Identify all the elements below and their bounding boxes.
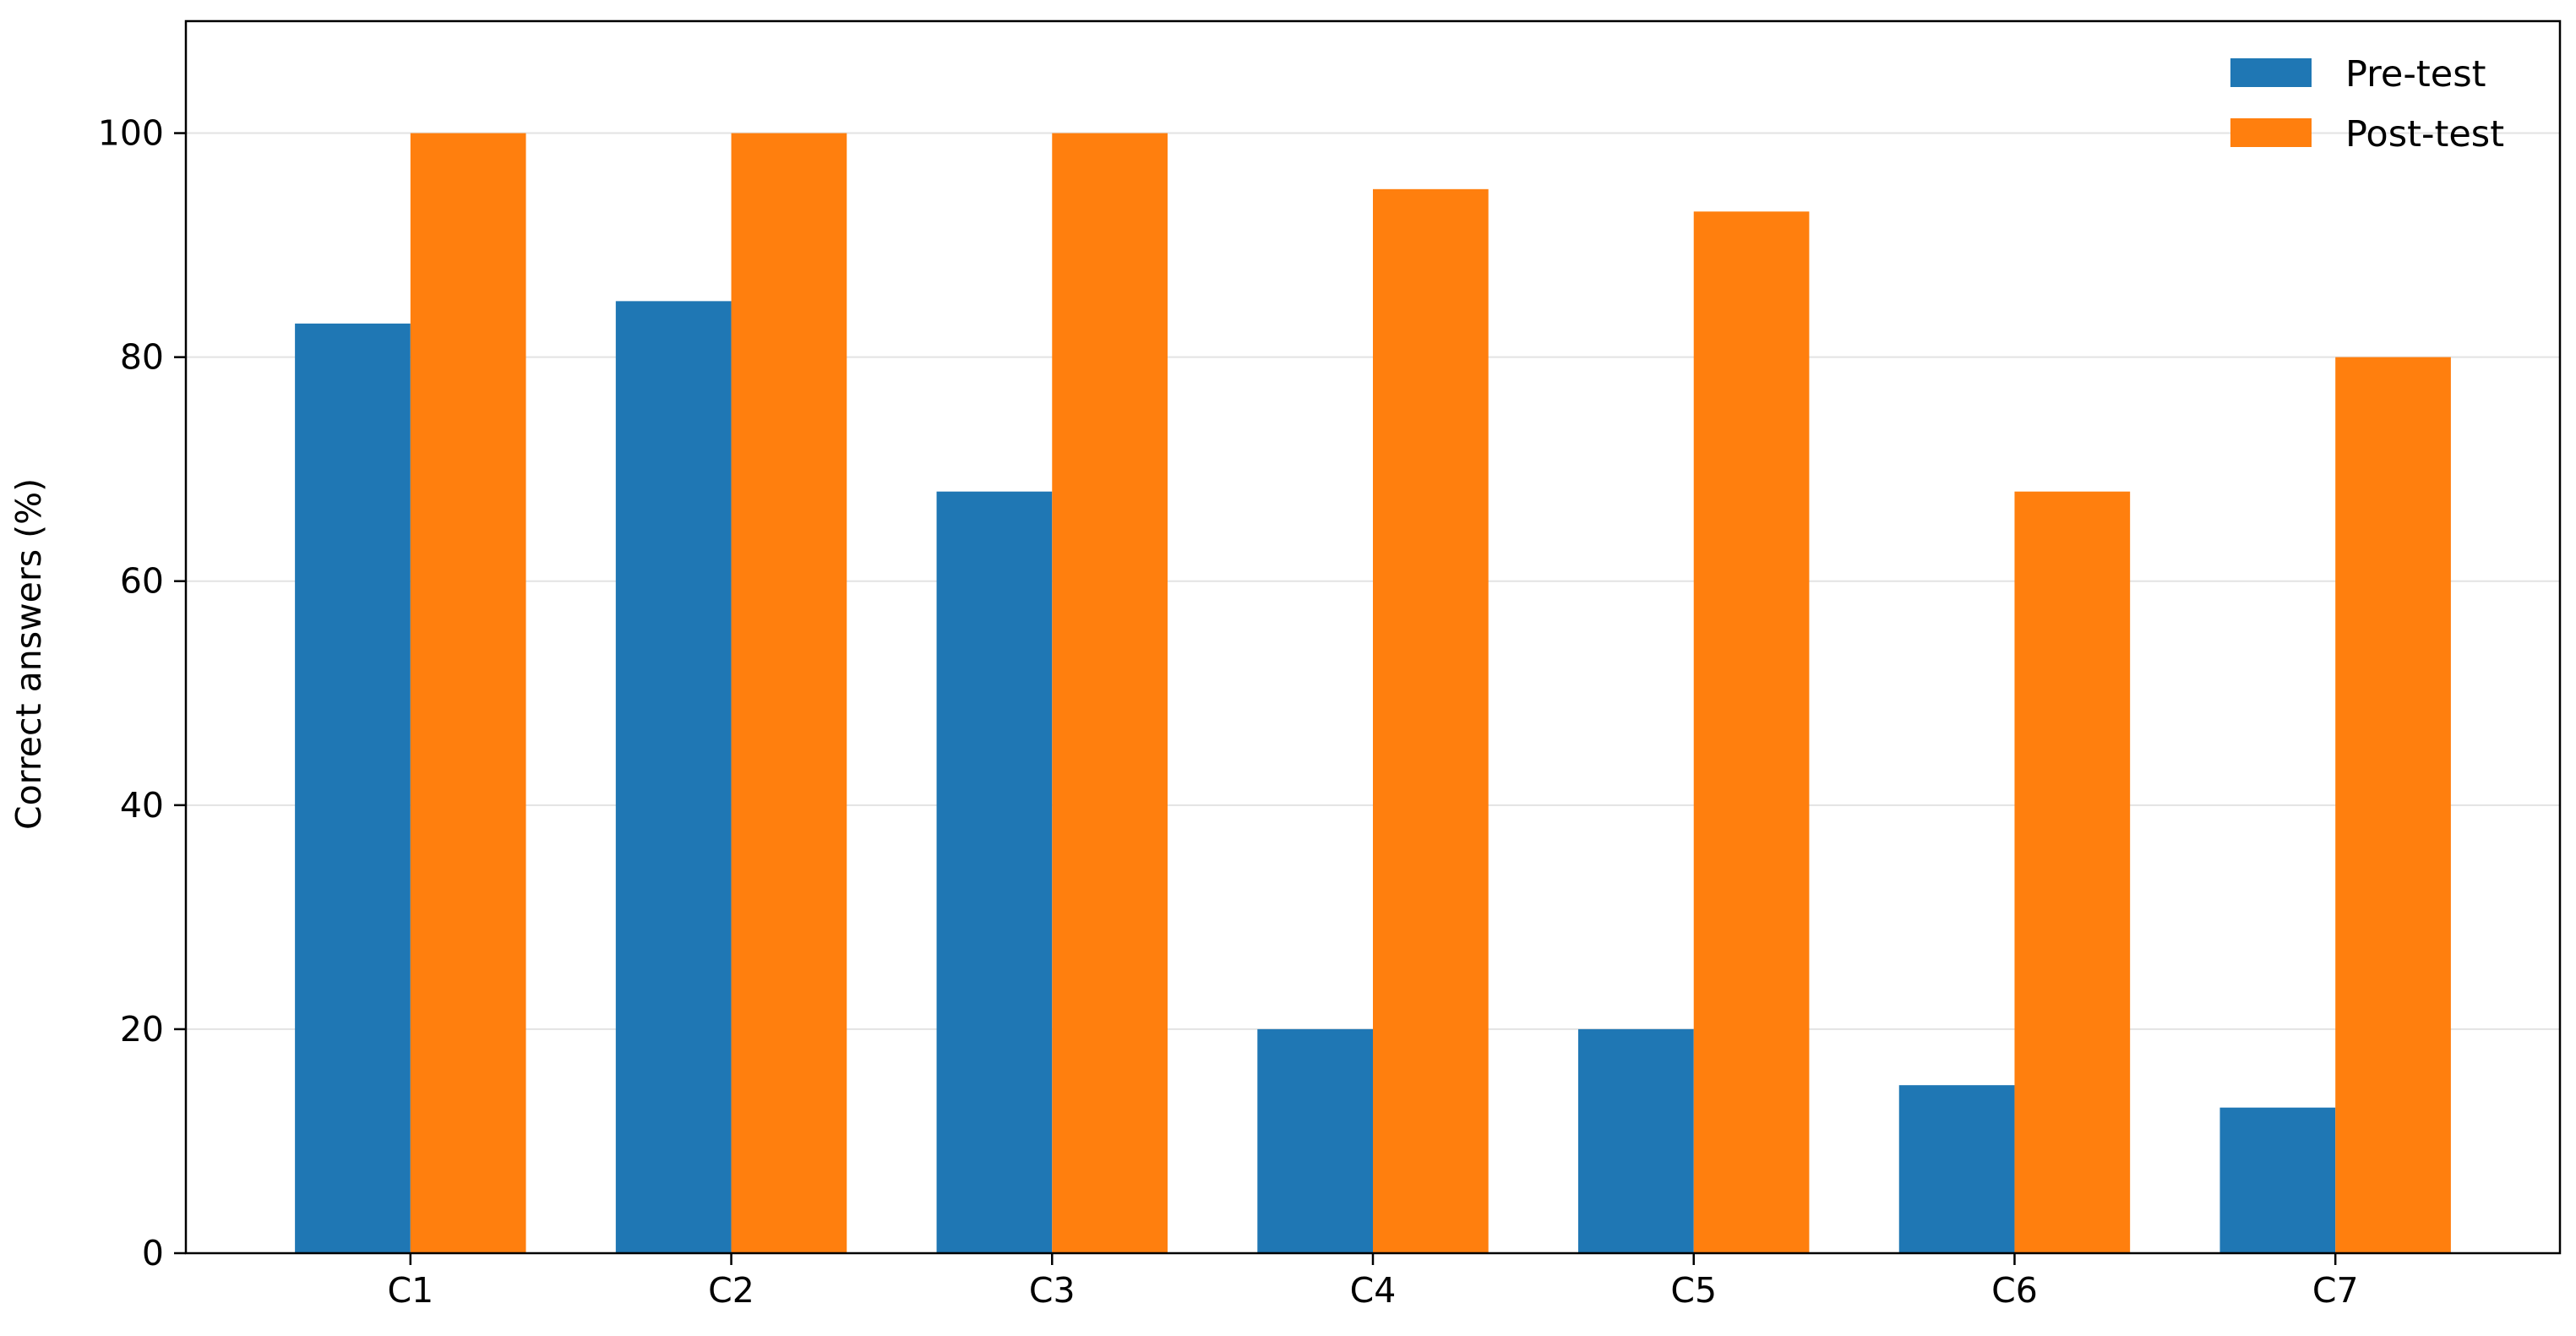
y-tick-label: 0 xyxy=(142,1233,164,1273)
y-axis-ticks: 0 20 40 60 80 100 xyxy=(98,113,186,1273)
bar-pre-test-c3 xyxy=(936,491,1053,1253)
y-tick-label: 40 xyxy=(120,785,164,826)
bar-pre-test-c1 xyxy=(295,323,411,1253)
bar-post-test-c2 xyxy=(731,133,847,1254)
x-tick-label: C4 xyxy=(1350,1270,1397,1311)
bar-pre-test-c5 xyxy=(1578,1028,1694,1253)
y-tick-label: 100 xyxy=(98,113,164,154)
bar-post-test-c4 xyxy=(1373,188,1489,1254)
bars xyxy=(295,133,2451,1254)
y-tick-label: 80 xyxy=(120,337,164,378)
x-tick-label: C2 xyxy=(708,1270,754,1311)
bar-post-test-c7 xyxy=(2335,357,2451,1253)
bar-post-test-c1 xyxy=(410,133,526,1254)
legend-swatch xyxy=(2230,58,2312,87)
bar-pre-test-c4 xyxy=(1257,1028,1373,1253)
legend-swatch xyxy=(2230,118,2312,147)
x-axis-ticks: C1 C2 C3 C4 C5 C6 C7 xyxy=(387,1253,2359,1311)
bar-pre-test-c7 xyxy=(2219,1107,2336,1253)
legend: Pre-test Post-test xyxy=(2230,53,2504,155)
x-tick-label: C7 xyxy=(2312,1270,2359,1311)
bar-post-test-c3 xyxy=(1052,133,1168,1254)
x-tick-label: C1 xyxy=(387,1270,433,1311)
bar-pre-test-c6 xyxy=(1898,1085,2015,1253)
y-tick-label: 20 xyxy=(120,1009,164,1050)
bar-post-test-c6 xyxy=(2014,491,2131,1253)
legend-label: Pre-test xyxy=(2345,53,2486,95)
bar-pre-test-c2 xyxy=(615,301,732,1253)
bar-post-test-c5 xyxy=(1693,211,1810,1253)
y-tick-label: 60 xyxy=(120,561,164,602)
legend-label: Post-test xyxy=(2345,113,2504,155)
x-tick-label: C6 xyxy=(1991,1270,2038,1311)
y-axis-label: Correct answers (%) xyxy=(8,478,49,830)
x-tick-label: C3 xyxy=(1029,1270,1076,1311)
x-tick-label: C5 xyxy=(1670,1270,1717,1311)
